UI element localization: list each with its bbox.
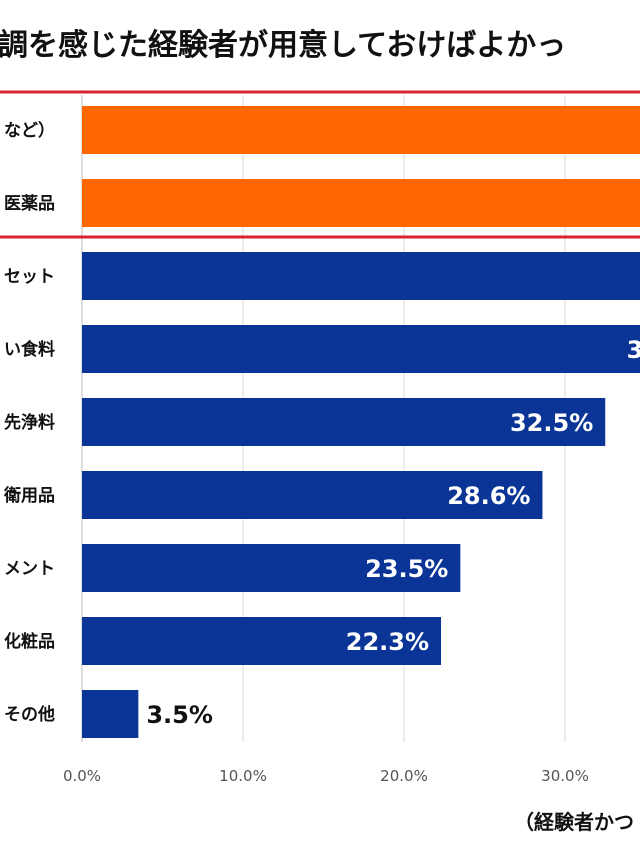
x-tick-label: 10.0% — [219, 767, 267, 785]
x-axis-ticks: 0.0% 10.0% 20.0% 30.0% — [63, 767, 589, 785]
bar — [82, 106, 640, 154]
bar — [82, 325, 640, 373]
category-label: 化粧品 — [4, 631, 55, 652]
category-label: 衛用品 — [3, 485, 55, 506]
value-label: 38 — [627, 336, 640, 364]
category-label: メント — [4, 559, 55, 579]
value-label: 32.5% — [510, 409, 593, 437]
x-tick-label: 0.0% — [63, 767, 101, 785]
category-label: その他 — [4, 704, 55, 725]
bar — [82, 544, 461, 592]
bar — [82, 179, 640, 227]
source-note: （経験者かつ — [514, 810, 634, 834]
value-label: 22.3% — [346, 628, 429, 656]
bars — [82, 106, 640, 738]
value-label: 23.5% — [365, 555, 448, 583]
chart-title: 調を感じた経験者が用意しておけばよかっ — [0, 28, 567, 63]
category-label: い食料 — [4, 339, 55, 360]
category-label: など） — [4, 120, 55, 141]
category-label: 医薬品 — [4, 194, 55, 214]
x-tick-label: 20.0% — [380, 767, 428, 785]
x-tick-label: 30.0% — [541, 767, 589, 785]
category-label: 先浄料 — [4, 412, 55, 433]
bar — [82, 252, 640, 300]
bar — [82, 617, 442, 665]
bar — [82, 398, 606, 446]
highlight-frame — [0, 90, 640, 239]
value-labels: 38 32.5% 28.6% 23.5% 22.3% 3.5% — [146, 336, 640, 729]
bar — [82, 471, 543, 519]
value-label: 3.5% — [146, 701, 213, 729]
value-label: 28.6% — [447, 482, 530, 510]
category-label: セット — [4, 267, 55, 287]
bar — [82, 690, 139, 738]
